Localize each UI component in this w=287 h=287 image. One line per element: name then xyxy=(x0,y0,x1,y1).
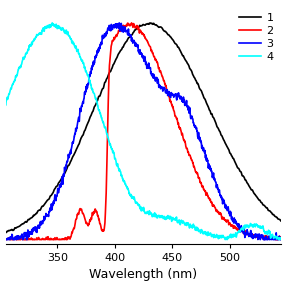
4 xyxy=(280,237,284,241)
3 xyxy=(108,29,112,32)
2 xyxy=(108,56,112,59)
2 xyxy=(130,21,133,25)
2 xyxy=(280,238,284,241)
1 xyxy=(0,232,1,235)
3 xyxy=(121,27,124,30)
4 xyxy=(286,238,287,241)
2 xyxy=(249,233,253,237)
3 xyxy=(249,229,252,233)
1 xyxy=(280,220,284,223)
3 xyxy=(48,210,51,213)
2 xyxy=(121,25,124,28)
4 xyxy=(0,120,1,124)
4 xyxy=(48,25,51,29)
3 xyxy=(31,230,34,233)
2 xyxy=(31,238,34,241)
Legend: 1, 2, 3, 4: 1, 2, 3, 4 xyxy=(236,11,276,64)
2 xyxy=(48,238,51,241)
Line: 4: 4 xyxy=(0,23,287,240)
4 xyxy=(31,40,34,44)
1 xyxy=(48,196,51,199)
Line: 3: 3 xyxy=(0,23,287,240)
Line: 2: 2 xyxy=(0,23,287,240)
2 xyxy=(286,236,287,240)
4 xyxy=(51,21,54,25)
X-axis label: Wavelength (nm): Wavelength (nm) xyxy=(90,268,197,282)
1 xyxy=(121,46,124,49)
4 xyxy=(249,223,253,226)
3 xyxy=(280,237,283,241)
4 xyxy=(224,238,228,241)
1 xyxy=(108,70,112,73)
4 xyxy=(121,177,124,180)
1 xyxy=(0,232,2,236)
2 xyxy=(0,238,2,241)
3 xyxy=(0,238,1,241)
2 xyxy=(0,236,1,240)
3 xyxy=(286,237,287,241)
1 xyxy=(286,223,287,227)
4 xyxy=(108,143,112,146)
1 xyxy=(148,21,152,25)
3 xyxy=(117,21,121,25)
1 xyxy=(31,215,34,218)
1 xyxy=(249,187,253,191)
Line: 1: 1 xyxy=(0,23,287,234)
